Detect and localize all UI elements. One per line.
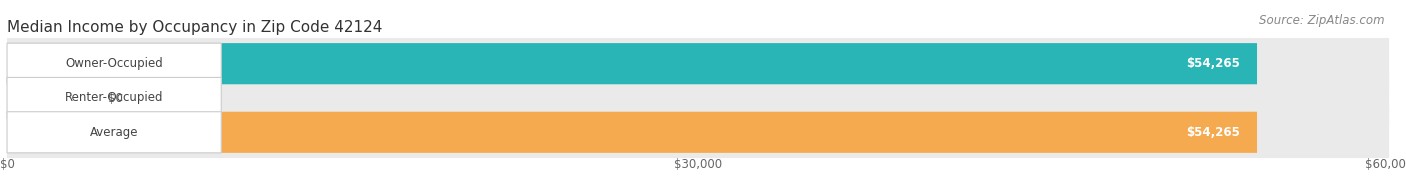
Text: Owner-Occupied: Owner-Occupied	[65, 57, 163, 70]
FancyBboxPatch shape	[7, 43, 1257, 84]
FancyBboxPatch shape	[7, 77, 221, 119]
Text: $54,265: $54,265	[1187, 57, 1240, 70]
FancyBboxPatch shape	[7, 77, 83, 119]
Text: Average: Average	[90, 126, 138, 139]
FancyBboxPatch shape	[7, 38, 1389, 89]
FancyBboxPatch shape	[7, 112, 221, 153]
Text: $54,265: $54,265	[1187, 126, 1240, 139]
FancyBboxPatch shape	[7, 72, 1389, 124]
FancyBboxPatch shape	[7, 43, 221, 84]
Text: $0: $0	[108, 92, 122, 104]
FancyBboxPatch shape	[7, 107, 1389, 158]
FancyBboxPatch shape	[7, 112, 1257, 153]
Text: Source: ZipAtlas.com: Source: ZipAtlas.com	[1260, 14, 1385, 27]
Text: Median Income by Occupancy in Zip Code 42124: Median Income by Occupancy in Zip Code 4…	[7, 20, 382, 35]
Text: Renter-Occupied: Renter-Occupied	[65, 92, 163, 104]
